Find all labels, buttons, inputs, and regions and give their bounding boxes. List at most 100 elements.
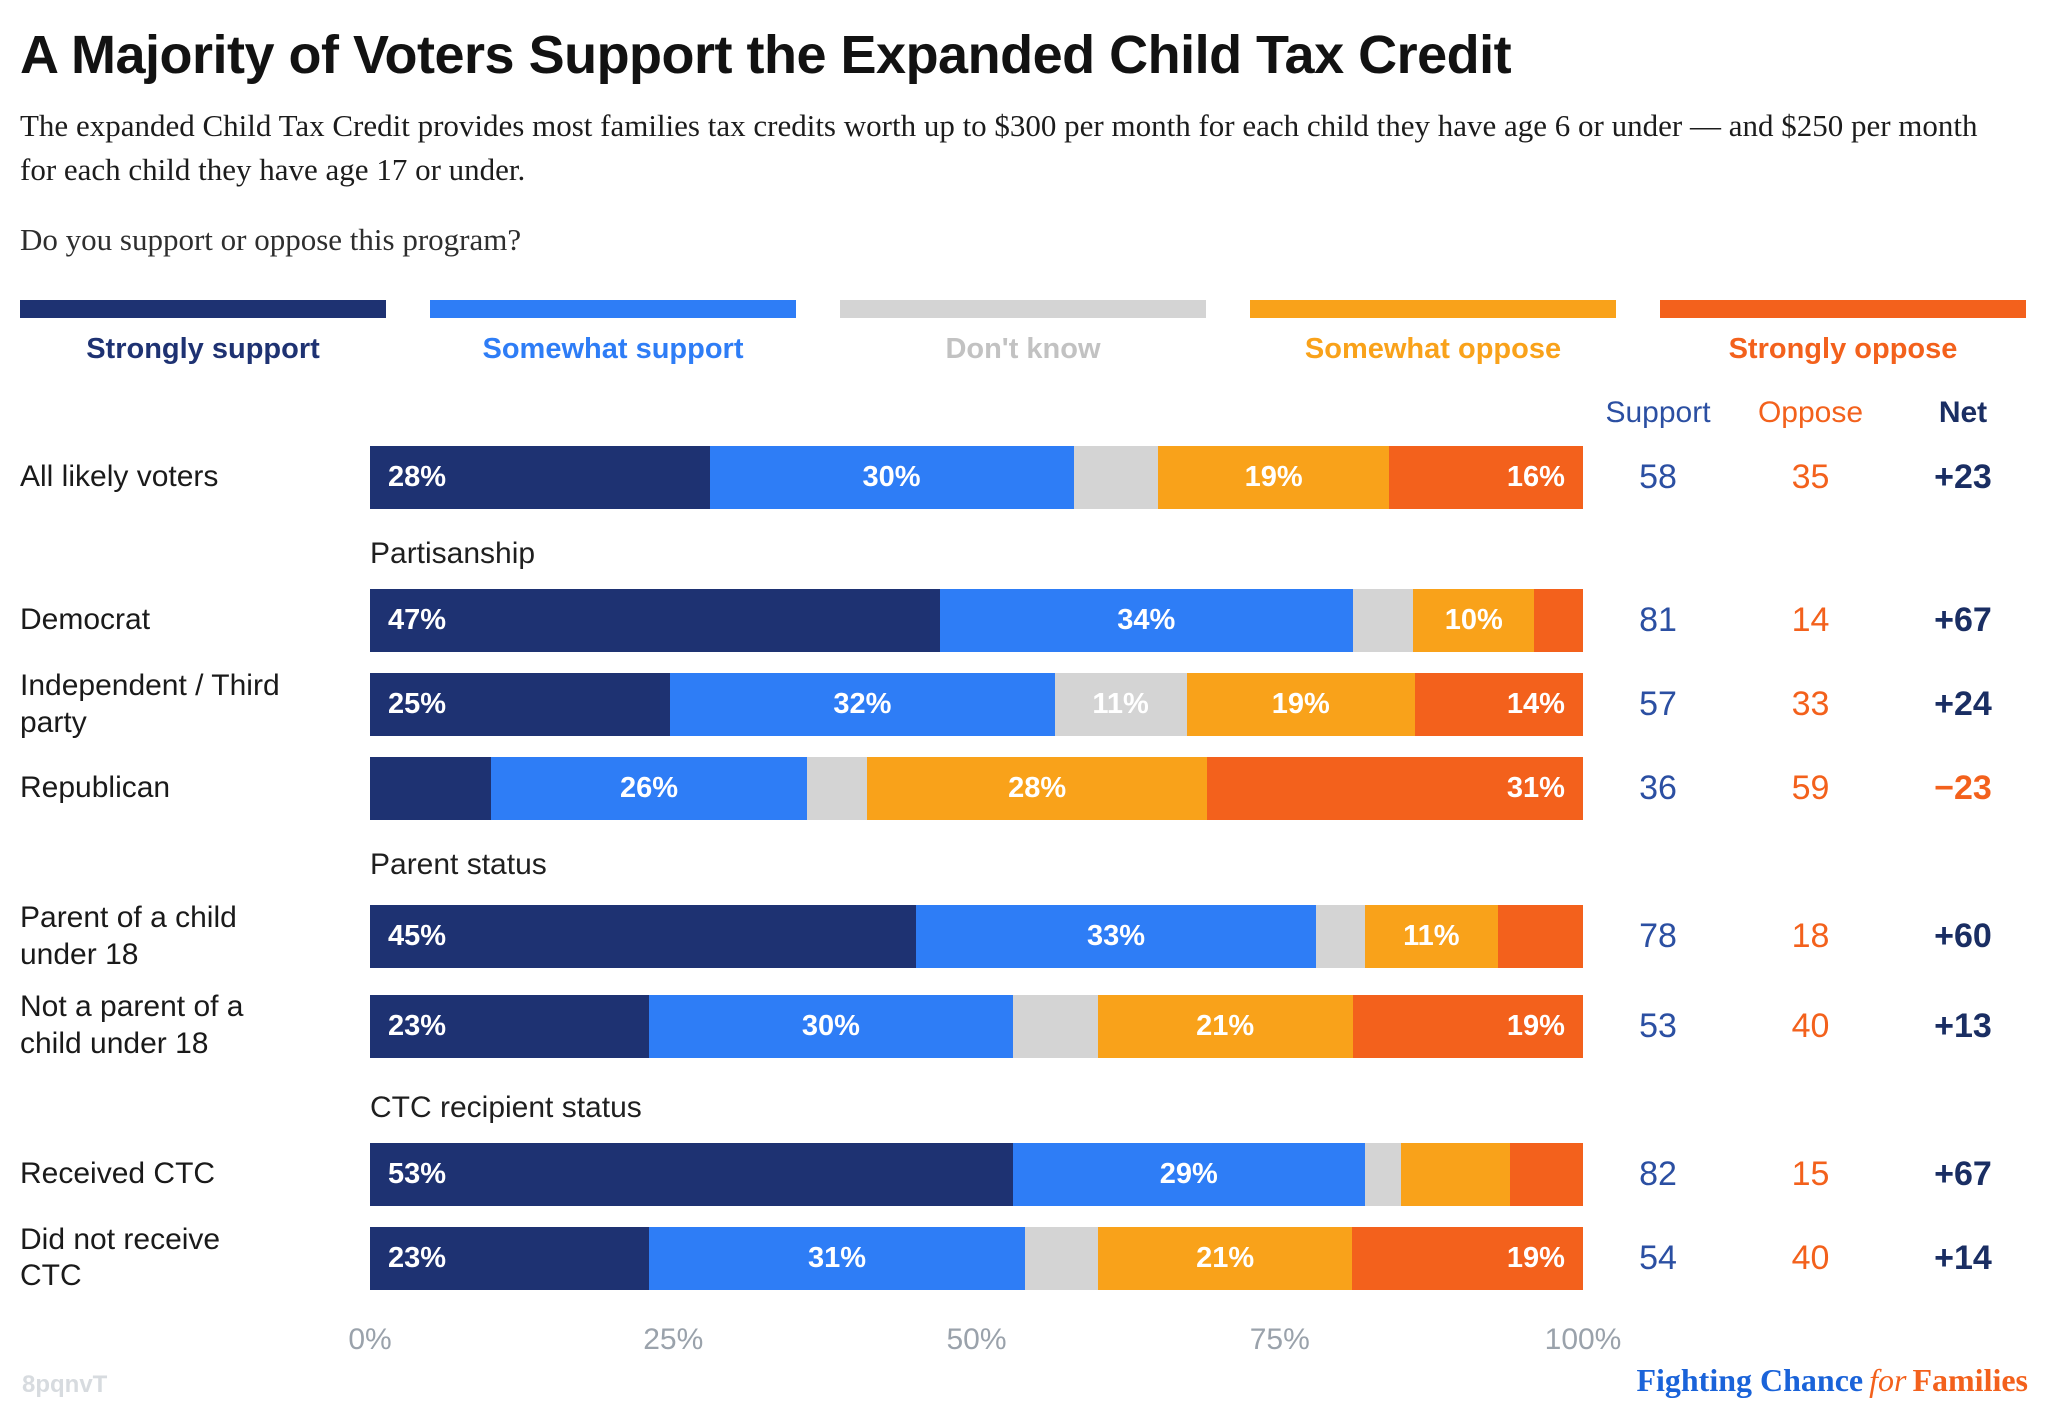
segment-value-label: 21% (1196, 1241, 1255, 1274)
net-value: +60 (1934, 917, 1992, 956)
stacked-bar: 28% 30% 19% 16% (370, 446, 1583, 510)
legend: Strongly support Somewhat support Don't kn… (20, 300, 2026, 366)
bar-segment-strongly-support: 28% (370, 446, 710, 510)
bar-segment-strongly-support: 23% (370, 994, 649, 1058)
bar-segment-dont-know (1073, 446, 1159, 510)
segment-value-label: 28% (1008, 772, 1067, 805)
oppose-value: 40 (1791, 1238, 1830, 1277)
support-value: 81 (1639, 601, 1677, 640)
row-label: All likely voters (20, 460, 219, 494)
segment-value-label: 16% (1506, 461, 1565, 494)
net-value: +13 (1934, 1006, 1992, 1045)
bar-segment-dont-know (806, 757, 868, 821)
bar-segment-strongly-oppose: 16% (1388, 446, 1583, 510)
row-label: Republican (20, 771, 171, 805)
legend-swatch-strongly-support (20, 300, 386, 319)
legend-label: Somewhat oppose (1304, 333, 1562, 366)
axis-tick: 50% (946, 1322, 1007, 1356)
bar-segment-somewhat-support: 32% (670, 673, 1055, 737)
segment-value-label: 33% (1086, 920, 1145, 953)
legend-item-somewhat-oppose: Somewhat oppose (1250, 300, 1616, 366)
bar-segment-dont-know (1025, 1226, 1098, 1290)
bar-segment-strongly-oppose (1510, 1142, 1583, 1206)
fighting-chance-for-families-logo: Fighting Chance for Families (1636, 1362, 2028, 1399)
oppose-value: 40 (1791, 1006, 1830, 1045)
segment-value-label: 45% (388, 920, 447, 953)
segment-value-label: 25% (388, 688, 447, 721)
oppose-value: 35 (1791, 458, 1830, 497)
legend-item-dont-know: Don't know (840, 300, 1206, 366)
bar-segment-somewhat-support: 30% (648, 994, 1013, 1058)
bar-segment-somewhat-oppose: 19% (1186, 673, 1415, 737)
x-axis-row: 0% 25% 50% 75% 100% (20, 1323, 2038, 1363)
stacked-bar: 53% 29% (370, 1142, 1583, 1206)
bar-segment-somewhat-support: 31% (648, 1226, 1025, 1290)
segment-value-label: 30% (801, 1009, 860, 1042)
bar-segment-strongly-support: 45% (370, 905, 916, 969)
segment-value-label: 19% (1506, 1241, 1565, 1274)
oppose-value: 18 (1791, 917, 1830, 956)
bar-segment-strongly-oppose: 19% (1352, 994, 1583, 1058)
segment-value-label: 19% (1244, 461, 1303, 494)
support-value: 57 (1639, 685, 1677, 724)
bar-segment-somewhat-support: 33% (915, 905, 1317, 969)
axis-tick: 0% (348, 1322, 392, 1356)
x-axis: 0% 25% 50% 75% 100% (348, 1322, 1621, 1363)
support-value: 78 (1639, 917, 1677, 956)
segment-value-label: 14% (1506, 688, 1565, 721)
segment-value-label: 47% (388, 604, 447, 637)
axis-tick: 100% (1544, 1322, 1622, 1356)
stacked-bar: 23% 31% 21% 19% (370, 1226, 1583, 1290)
bar-segment-somewhat-oppose: 28% (867, 757, 1207, 821)
page-title: A Majority of Voters Support the Expande… (20, 25, 1512, 85)
chart-rows: All likely voters 28% 30% 19% 16% 58 35 +23 Part… (20, 446, 2038, 1295)
segment-value-label: 19% (1271, 688, 1330, 721)
segment-value-label: 29% (1159, 1157, 1218, 1190)
chart-row: Not a parent of a child under 18 23% 30% 21… (20, 989, 2038, 1062)
column-header-support: Support (1605, 396, 1711, 430)
support-value: 36 (1639, 769, 1677, 808)
legend-label: Somewhat support (482, 333, 744, 366)
net-value: +67 (1934, 601, 1992, 640)
stacked-bar: 26% 28% 31% (370, 757, 1583, 821)
support-value: 53 (1639, 1006, 1677, 1045)
segment-value-label: 28% (388, 461, 447, 494)
legend-swatch-somewhat-support (430, 300, 796, 319)
segment-value-label: 10% (1444, 604, 1503, 637)
bar-segment-dont-know (1364, 1142, 1402, 1206)
row-label: Democrat (20, 603, 151, 637)
chart-row: Democrat 47% 34% 10% 81 14 +67 (20, 589, 2038, 653)
segment-value-label: 23% (388, 1241, 447, 1274)
segment-value-label: 34% (1117, 604, 1176, 637)
stacked-bar: 47% 34% 10% (370, 589, 1583, 653)
bar-segment-strongly-oppose (1534, 589, 1583, 653)
bar-segment-somewhat-oppose: 19% (1158, 446, 1389, 510)
bar-segment-strongly-support: 25% (370, 673, 671, 737)
segment-value-label: 23% (388, 1009, 447, 1042)
bar-segment-dont-know (1012, 994, 1098, 1058)
watermark: 8pqnvT (22, 1371, 108, 1398)
axis-tick: 25% (643, 1322, 704, 1356)
segment-value-label: 11% (1403, 920, 1460, 953)
bar-segment-strongly-oppose: 31% (1206, 757, 1583, 821)
segment-value-label: 31% (1506, 772, 1565, 805)
segment-value-label: 30% (862, 461, 921, 494)
bar-segment-somewhat-oppose: 21% (1097, 994, 1353, 1058)
oppose-value: 15 (1791, 1154, 1830, 1193)
support-value: 54 (1639, 1238, 1677, 1277)
bar-segment-somewhat-support: 34% (940, 589, 1353, 653)
row-label: Independent / Third party (20, 669, 280, 739)
oppose-value: 59 (1791, 769, 1830, 808)
net-value: +14 (1934, 1238, 1992, 1277)
section-title: Parent status (370, 848, 547, 882)
segment-value-label: 11% (1092, 688, 1149, 721)
bar-segment-strongly-support: 47% (370, 589, 941, 653)
column-header-net: Net (1938, 396, 1988, 430)
row-label: Parent of a child under 18 (20, 901, 237, 971)
chart-row: Received CTC 53% 29% 82 15 +67 (20, 1142, 2038, 1206)
support-value: 82 (1639, 1154, 1677, 1193)
logo-part-2: for (1869, 1362, 1907, 1398)
bar-segment-somewhat-support: 26% (491, 757, 807, 821)
column-headers: Support Oppose Net (20, 396, 2038, 430)
chart-row: Republican 26% 28% 31% 36 59 −23 (20, 757, 2038, 821)
